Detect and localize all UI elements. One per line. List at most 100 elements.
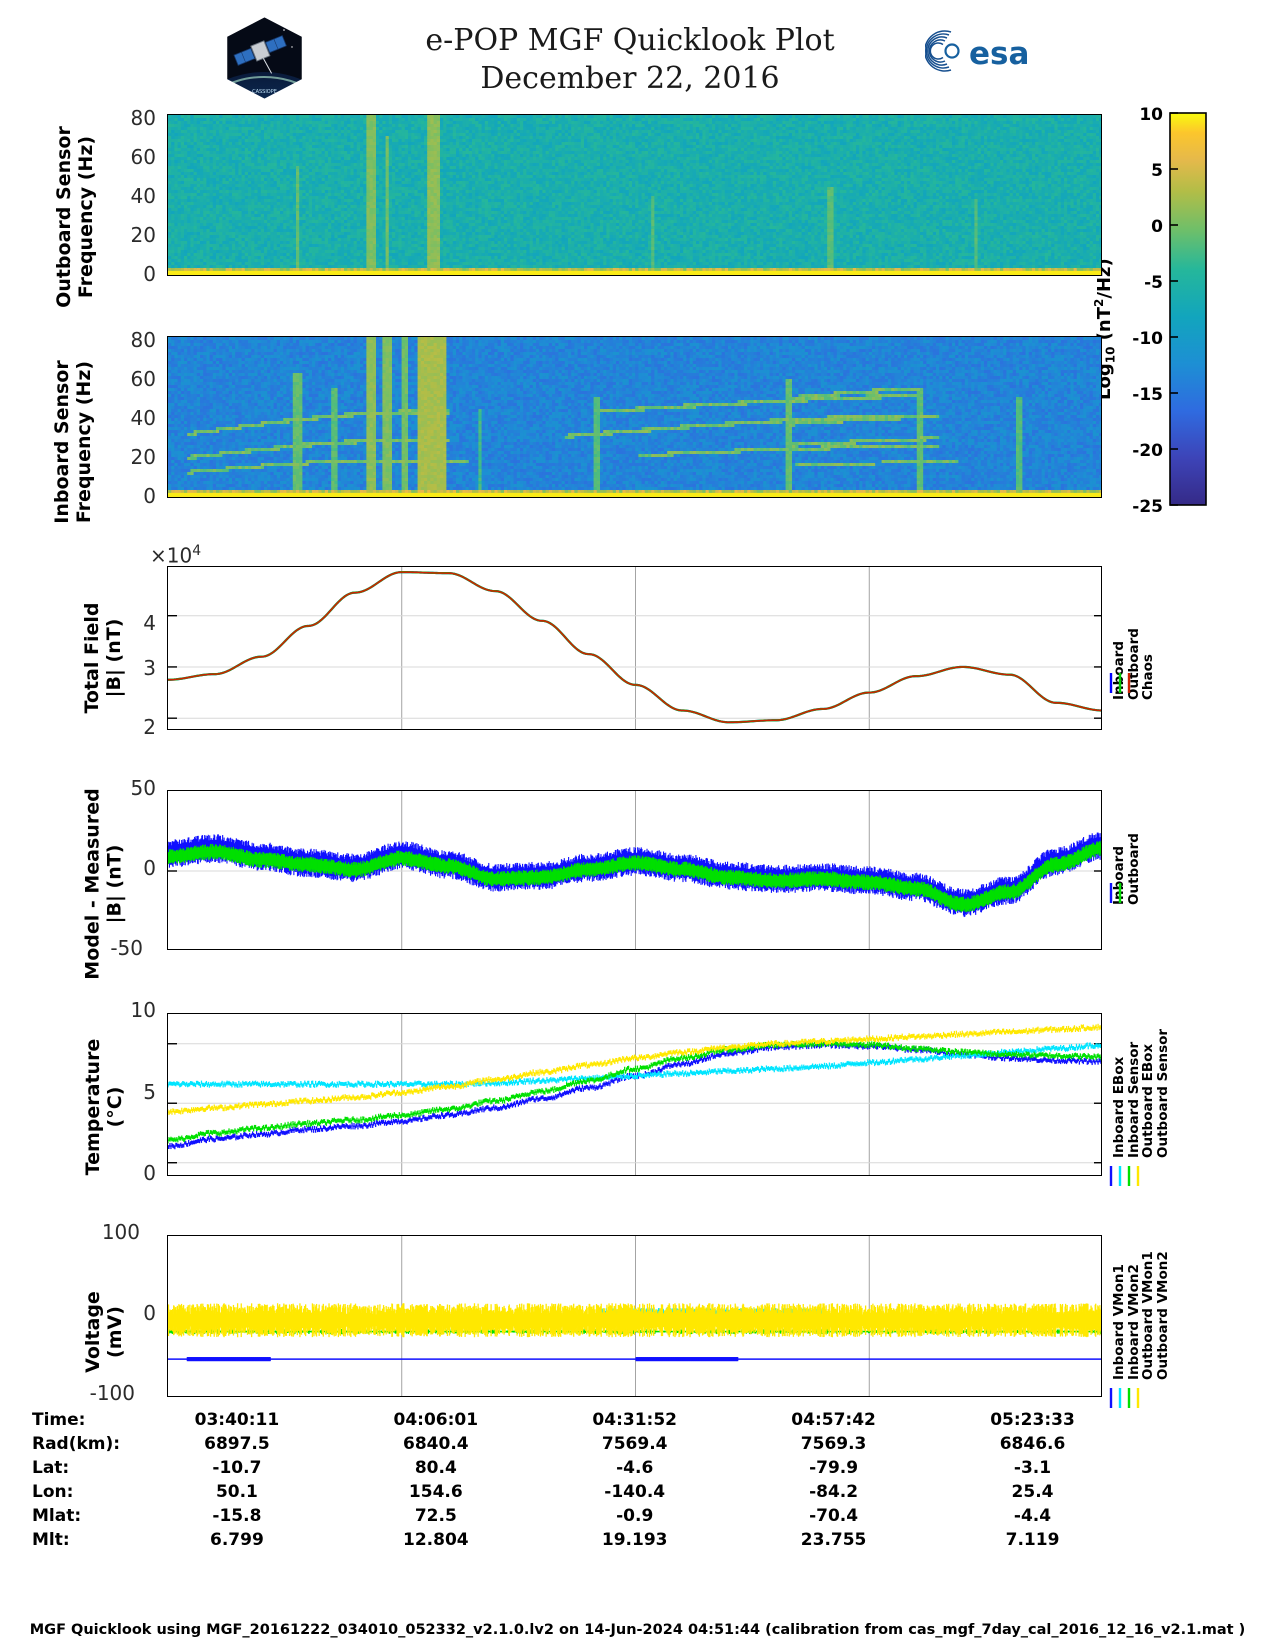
p6-canvas (168, 1236, 1101, 1396)
legend-item-outboard-vmon1: Outboard VMon1 (1140, 1251, 1156, 1380)
table-cell: 6846.6 (933, 1432, 1132, 1456)
table-cell: 154.6 (336, 1480, 535, 1504)
colorbar-tick-6: -20 (1113, 441, 1163, 461)
inboard-ylabel-line2: Frequency (Hz) (73, 327, 95, 557)
temperature-legend-swatches (1109, 1166, 1140, 1186)
outboard-ytick-0: 0 (96, 264, 156, 284)
total-field-legend-swatches (1109, 673, 1131, 693)
exponent-mantissa: ×10 (150, 544, 192, 568)
table-cell: 04:06:01 (336, 1408, 535, 1432)
table-cell: 25.4 (933, 1480, 1132, 1504)
table-cell: -15.8 (137, 1504, 336, 1528)
esa-wordmark: esa (969, 36, 1029, 72)
table-cell: -4.4 (933, 1504, 1132, 1528)
model-measured-legend-swatches (1109, 883, 1122, 903)
page-header: CASSIOPE e-POP MGF Quicklook Plot Decemb… (0, 0, 1275, 110)
temperature-plot[interactable] (167, 1013, 1102, 1176)
colorbar-tick-5: -15 (1113, 385, 1163, 405)
page-title: e-POP MGF Quicklook Plot December 22, 20… (280, 22, 980, 97)
temperature-ytick-5: 5 (96, 1082, 156, 1102)
colorbar-tick-4: -10 (1113, 329, 1163, 349)
outboard-ylabel-line1: Outboard Sensor (53, 102, 75, 332)
table-row-label: Lat: (32, 1456, 137, 1480)
table-row: Time: 03:40:11 04:06:01 04:31:52 04:57:42 05:… (32, 1408, 1132, 1432)
table-cell: -84.2 (734, 1480, 933, 1504)
table-row: Rad(km): 6897.5 6840.4 7569.4 7569.3 6846.6 (32, 1432, 1132, 1456)
title-line-2: December 22, 2016 (280, 60, 980, 98)
outboard-ytick-60: 60 (96, 147, 156, 167)
model-measured-ytick-n50: -50 (83, 938, 143, 958)
model-measured-plot[interactable] (167, 790, 1102, 950)
table-row: Lat: -10.7 80.4 -4.6 -79.9 -3.1 (32, 1456, 1132, 1480)
legend-item-inboard-sensor: Inboard Sensor (1126, 1029, 1142, 1158)
exponent-power: 4 (192, 543, 201, 559)
legend-item-outboard-sensor: Outboard Sensor (1155, 1029, 1171, 1158)
temperature-ytick-10: 10 (96, 1000, 156, 1020)
table-cell: 12.804 (336, 1528, 535, 1552)
legend-item-inboard-ebox: Inboard EBox (1111, 1029, 1127, 1158)
table-cell: 23.755 (734, 1528, 933, 1552)
outboard-spectrogram-plot[interactable] (167, 114, 1102, 276)
colorbar-tick-0: 10 (1113, 105, 1163, 125)
table-row-label: Lon: (32, 1480, 137, 1504)
voltage-legend-swatches (1109, 1388, 1140, 1408)
total-field-ytick-3: 3 (96, 658, 156, 678)
voltage-plot[interactable] (167, 1235, 1102, 1397)
total-field-ytick-2: 2 (96, 717, 156, 737)
table-row: Mlt: 6.799 12.804 19.193 23.755 7.119 (32, 1528, 1132, 1552)
p3-canvas (168, 567, 1101, 729)
table-cell: 72.5 (336, 1504, 535, 1528)
p4-canvas (168, 791, 1101, 949)
model-measured-ylabel: Model - Measured |B| (nT) (82, 767, 126, 1002)
total-field-plot[interactable] (167, 566, 1102, 730)
voltage-ytick-n100: -100 (75, 1383, 135, 1403)
total-field-ytick-4: 4 (96, 613, 156, 633)
legend-item-outboard-ebox: Outboard EBox (1140, 1029, 1156, 1158)
ephemeris-table: Time: 03:40:11 04:06:01 04:31:52 04:57:42 05:… (0, 1408, 1275, 1552)
outboard-ytick-40: 40 (96, 186, 156, 206)
legend-item-inboard-vmon2: Inboard VMon2 (1126, 1251, 1142, 1380)
title-line-1: e-POP MGF Quicklook Plot (280, 22, 980, 60)
inboard-ytick-60: 60 (96, 369, 156, 389)
table-cell: -0.9 (535, 1504, 734, 1528)
table-cell: 6897.5 (137, 1432, 336, 1456)
colorbar-tick-3: -5 (1113, 273, 1163, 293)
table-cell: 7.119 (933, 1528, 1132, 1552)
colorbar-label-sub: 10 (1104, 347, 1118, 364)
table-cell: -79.9 (734, 1456, 933, 1480)
table-row: Mlat: -15.8 72.5 -0.9 -70.4 -4.4 (32, 1504, 1132, 1528)
footer-note: MGF Quicklook using MGF_20161222_034010_… (0, 1622, 1275, 1638)
cassiope-mission-patch-icon: CASSIOPE (222, 14, 307, 102)
voltage-ytick-100: 100 (80, 1222, 140, 1242)
inboard-ytick-20: 20 (96, 447, 156, 467)
inboard-ytick-80: 80 (96, 330, 156, 350)
table-cell: 05:23:33 (933, 1408, 1132, 1432)
outboard-ylabel-line2: Frequency (Hz) (75, 102, 97, 332)
total-field-exponent: ×104 (150, 543, 201, 568)
p2-canvas (168, 337, 1101, 497)
table-cell: 80.4 (336, 1456, 535, 1480)
table-cell: 6.799 (137, 1528, 336, 1552)
inboard-spectrogram-ylabel: Inboard Sensor Frequency (Hz) (51, 327, 95, 557)
table-cell: 50.1 (137, 1480, 336, 1504)
model-measured-ylabel-line1: Model - Measured (82, 767, 104, 1002)
colorbar: 10 5 0 -5 -10 -15 -20 -25 Log10 (nT2/Hz) (1092, 105, 1275, 517)
table-row-label: Mlt: (32, 1528, 137, 1552)
table-cell: -3.1 (933, 1456, 1132, 1480)
p1-canvas (168, 115, 1101, 275)
patch-label: CASSIOPE (252, 89, 277, 95)
colorbar-tick-1: 5 (1113, 161, 1163, 181)
table-row-label: Mlat: (32, 1504, 137, 1528)
inboard-spectrogram-plot[interactable] (167, 336, 1102, 498)
colorbar-label-unit-sup: 2 (1092, 299, 1106, 307)
model-measured-ytick-0: 0 (96, 858, 156, 878)
inboard-ytick-40: 40 (96, 408, 156, 428)
table-row: Lon: 50.1 154.6 -140.4 -84.2 25.4 (32, 1480, 1132, 1504)
inboard-ytick-0: 0 (96, 486, 156, 506)
table-row-label: Time: (32, 1408, 137, 1432)
esa-logo-icon: esa (924, 28, 1045, 72)
legend-item-inboard-vmon1: Inboard VMon1 (1111, 1251, 1127, 1380)
outboard-spectrogram-ylabel: Outboard Sensor Frequency (Hz) (53, 102, 97, 332)
table-cell: 7569.3 (734, 1432, 933, 1456)
table-cell: 6840.4 (336, 1432, 535, 1456)
